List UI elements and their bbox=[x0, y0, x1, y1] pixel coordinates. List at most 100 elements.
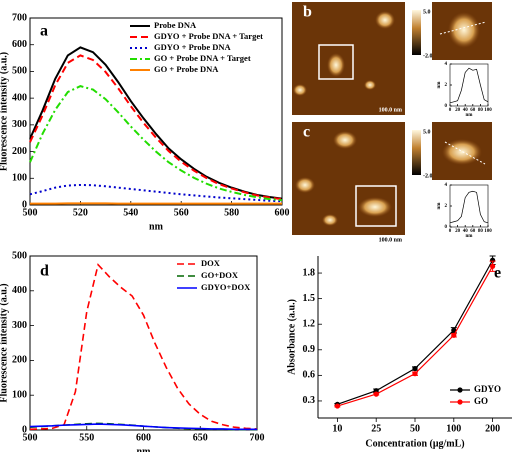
plot-frame bbox=[449, 184, 489, 228]
x-tick-label: 600 bbox=[275, 207, 290, 218]
y-tick-label: 2 bbox=[445, 83, 448, 88]
legend-label: DOX bbox=[201, 258, 221, 268]
afm-blob bbox=[375, 11, 395, 29]
legend-marker bbox=[457, 387, 463, 393]
series-line bbox=[29, 54, 283, 201]
x-tick-label: 40 bbox=[463, 108, 469, 113]
y-tick-label: 300 bbox=[12, 119, 27, 130]
series-line bbox=[449, 190, 489, 224]
legend-marker bbox=[457, 399, 463, 405]
x-tick-label: 520 bbox=[73, 207, 88, 218]
x-tick-label: 100 bbox=[446, 423, 461, 434]
series-marker bbox=[334, 403, 340, 409]
y-tick-label: 0 bbox=[22, 199, 27, 210]
series-line bbox=[29, 423, 257, 431]
series-line bbox=[337, 265, 494, 407]
y-tick-label: 4 bbox=[445, 62, 448, 67]
color-bar-max: 5.0 nm bbox=[423, 129, 440, 135]
panel-label: a bbox=[40, 23, 48, 40]
x-tick-label: 0 bbox=[449, 108, 452, 113]
color-bar bbox=[412, 10, 421, 55]
zoom-box bbox=[355, 185, 397, 227]
x-tick-label: 10 bbox=[332, 423, 342, 434]
series-line bbox=[337, 259, 494, 405]
y-tick-label: 0.3 bbox=[303, 395, 316, 406]
y-tick-label: 100 bbox=[12, 173, 27, 184]
y-axis-label: Fluorescence intensity (a.u.) bbox=[0, 283, 9, 402]
panel-label: b bbox=[303, 4, 312, 21]
series-marker bbox=[490, 263, 496, 269]
afm-blob bbox=[295, 177, 315, 193]
series-marker bbox=[373, 391, 379, 397]
series-line bbox=[29, 46, 283, 200]
x-tick-label: 25 bbox=[371, 423, 381, 434]
plot-frame bbox=[449, 63, 489, 107]
x-axis-label: Concentration (μg/mL) bbox=[365, 438, 464, 449]
series-line bbox=[29, 85, 283, 202]
afm-blob bbox=[333, 131, 357, 149]
x-tick-label: 20 bbox=[455, 108, 461, 113]
x-tick-label: 80 bbox=[478, 108, 484, 113]
panel-label: d bbox=[40, 263, 49, 280]
x-axis-label: nm bbox=[466, 234, 474, 239]
series-marker bbox=[451, 332, 457, 338]
series-line bbox=[29, 263, 258, 431]
legend-label: GO+DOX bbox=[201, 270, 239, 280]
x-axis-label: nm bbox=[149, 221, 164, 232]
y-tick-label: 600 bbox=[12, 39, 27, 50]
y-tick-label: 500 bbox=[12, 250, 27, 261]
x-tick-label: 580 bbox=[224, 207, 239, 218]
scale-bar-label: 100.0 nm bbox=[379, 107, 402, 113]
afm-blob bbox=[442, 139, 482, 165]
y-tick-label: 2 bbox=[445, 204, 448, 209]
y-axis-label: Absorbance (a.u.) bbox=[286, 299, 297, 375]
series-marker bbox=[451, 327, 457, 333]
x-tick-label: 650 bbox=[193, 432, 208, 443]
x-tick-label: 600 bbox=[136, 432, 151, 443]
color-bar-max: 5.0 nm bbox=[423, 9, 440, 15]
y-tick-label: 500 bbox=[12, 66, 27, 77]
x-tick-label: 50 bbox=[410, 423, 420, 434]
x-tick-label: 560 bbox=[174, 207, 189, 218]
x-tick-label: 100 bbox=[484, 108, 492, 113]
afm-panel-c: c 100.0 nm 5.0 nm -2.0 nm bbox=[292, 122, 492, 243]
x-tick-label: 550 bbox=[79, 432, 94, 443]
x-tick-label: 60 bbox=[470, 108, 476, 113]
afm-blob bbox=[364, 80, 376, 90]
legend-label: Probe DNA bbox=[154, 20, 197, 30]
y-tick-label: 100 bbox=[12, 389, 27, 400]
legend-label: GDYO + Probe DNA bbox=[154, 42, 232, 52]
x-tick-label: 20 bbox=[455, 229, 461, 234]
afm-panel-b: b 100.0 nm 5.0 nm -2.0 nm bbox=[292, 2, 492, 115]
legend-label: GO bbox=[474, 396, 488, 406]
series-line bbox=[29, 183, 283, 203]
y-tick-label: 0.9 bbox=[303, 344, 316, 355]
x-tick-label: 700 bbox=[250, 432, 265, 443]
y-tick-label: 200 bbox=[12, 355, 27, 366]
zoom-box bbox=[318, 44, 354, 80]
series-marker bbox=[412, 371, 418, 377]
x-tick-label: 60 bbox=[470, 229, 476, 234]
y-tick-label: 0 bbox=[445, 104, 448, 109]
afm-blob bbox=[322, 214, 338, 226]
legend-label: GDYO + Probe DNA + Target bbox=[154, 31, 263, 41]
legend-label: GDYO+DOX bbox=[201, 282, 251, 292]
x-tick-label: 100 bbox=[484, 229, 492, 234]
legend-label: GO + Probe DNA + Target bbox=[154, 53, 251, 63]
x-tick-label: 200 bbox=[485, 423, 500, 434]
x-tick-label: 500 bbox=[23, 207, 38, 218]
y-axis-label: nm bbox=[437, 202, 442, 210]
panel-label: c bbox=[303, 124, 310, 141]
plot-frame bbox=[29, 255, 258, 431]
y-tick-label: 1.5 bbox=[303, 293, 316, 304]
y-tick-label: 4 bbox=[445, 183, 448, 188]
x-axis-label: nm bbox=[137, 446, 152, 452]
x-tick-label: 540 bbox=[123, 207, 138, 218]
afm-blob bbox=[358, 197, 392, 217]
y-axis-label: nm bbox=[437, 81, 442, 89]
y-tick-label: 1.2 bbox=[303, 319, 316, 330]
x-tick-label: 40 bbox=[463, 229, 469, 234]
scale-bar-label: 100.0 nm bbox=[379, 237, 402, 243]
plot-frame bbox=[29, 17, 283, 206]
